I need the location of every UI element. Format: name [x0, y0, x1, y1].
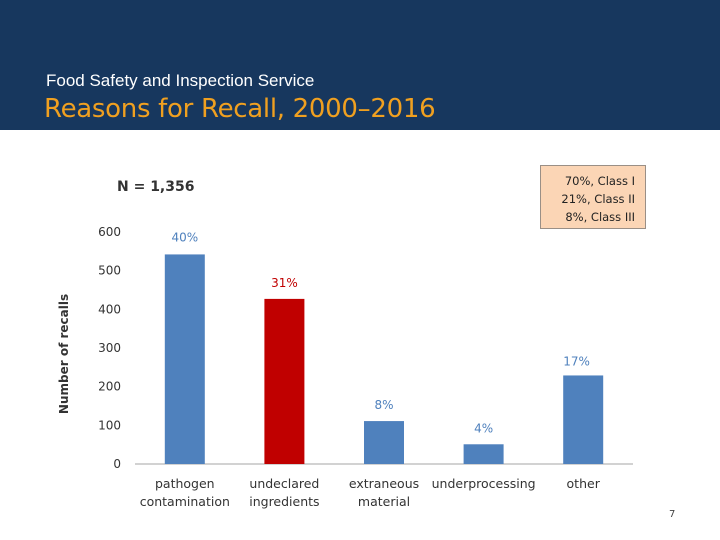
class-2-line: 21%, Class II: [561, 192, 635, 206]
bar-data-label: 8%: [374, 398, 393, 412]
x-tick-label: underprocessing: [432, 476, 536, 491]
y-tick-label: 400: [98, 302, 121, 316]
y-tick-label: 600: [98, 225, 121, 239]
class-1-line: 70%, Class I: [564, 174, 635, 188]
y-tick-label: 0: [113, 457, 121, 471]
slide-title: Reasons for Recall, 2000–2016: [44, 94, 436, 124]
bar: [463, 444, 504, 464]
x-tick-label: material: [358, 494, 410, 509]
bar-data-label: 31%: [271, 276, 298, 290]
bar: [364, 421, 404, 464]
x-tick-label: pathogen: [155, 476, 215, 491]
organization-name: Food Safety and Inspection Service: [46, 71, 315, 90]
x-tick-label: other: [567, 476, 601, 491]
x-tick-label: ingredients: [249, 494, 319, 509]
bar-data-label: 17%: [563, 354, 590, 368]
bar: [164, 254, 205, 464]
sample-size-label: N = 1,356: [117, 179, 195, 195]
y-tick-label: 300: [98, 341, 121, 355]
class-3-line: 8%, Class III: [565, 210, 635, 224]
y-tick-label: 100: [98, 418, 121, 432]
bar: [563, 375, 604, 464]
bar-data-label: 4%: [474, 421, 493, 435]
y-tick-label: 500: [98, 264, 121, 278]
y-tick-label: 200: [98, 380, 121, 394]
slide-header: Food Safety and Inspection Service Reaso…: [0, 0, 720, 130]
recall-class-box: 70%, Class I 21%, Class II 8%, Class III: [540, 165, 646, 229]
page-number: 7: [669, 509, 676, 520]
y-axis-title: Number of recalls: [57, 294, 71, 414]
bar: [264, 298, 305, 464]
bar-data-label: 40%: [171, 230, 198, 244]
x-tick-label: contamination: [140, 494, 230, 509]
x-tick-label: undeclared: [249, 476, 319, 491]
x-tick-label: extraneous: [349, 476, 419, 491]
